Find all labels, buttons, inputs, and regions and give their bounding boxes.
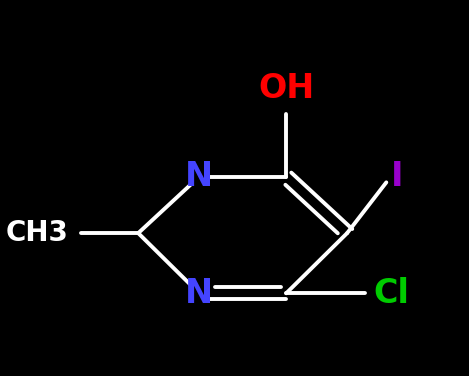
Text: N: N: [185, 277, 213, 310]
Text: I: I: [391, 160, 403, 193]
Text: CH3: CH3: [6, 219, 68, 247]
Text: OH: OH: [258, 72, 314, 105]
Text: N: N: [185, 160, 213, 193]
Text: Cl: Cl: [373, 277, 409, 310]
